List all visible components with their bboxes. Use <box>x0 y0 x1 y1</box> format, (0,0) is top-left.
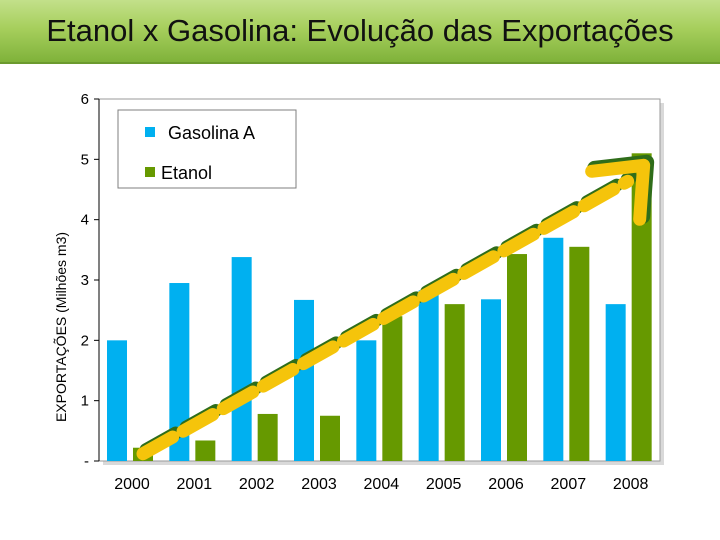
x-tick-label: 2008 <box>613 476 649 493</box>
legend-box <box>117 109 297 189</box>
axes-group: - 1 2 3 4 5 6 2000 2001 2002 2003 2004 2005 2006 2007 2… <box>81 91 649 493</box>
x-tick-label: 2005 <box>426 476 462 493</box>
trend-arrow <box>136 154 655 461</box>
legend-swatch <box>145 127 155 137</box>
bar-gasolina-a-2006 <box>481 299 501 461</box>
legend-label: Etanol <box>161 163 212 183</box>
bar-etanol-2004 <box>382 316 403 461</box>
bar-gasolina-a-2008 <box>605 304 626 461</box>
bar-etanol-2008 <box>631 153 652 462</box>
bar-gasolina-a-2000 <box>107 340 127 461</box>
y-tick-label: 4 <box>81 212 89 229</box>
trend-arrowhead <box>585 158 651 226</box>
export-chart: - 1 2 3 4 5 6 2000 2001 2002 2003 2004 2005 2006 2007 2… <box>53 91 664 493</box>
bar-etanol-2002 <box>257 413 278 461</box>
bar-gasolina-a-2004 <box>356 340 377 461</box>
y-tick-label: 2 <box>81 332 89 349</box>
bar-etanol-2003 <box>320 415 340 461</box>
legend-swatch <box>145 167 155 177</box>
legend-label: Gasolina A <box>168 123 255 143</box>
x-tick-label: 2004 <box>364 476 400 493</box>
x-tick-label: 2000 <box>114 476 150 493</box>
bar-etanol-2006 <box>507 254 527 461</box>
bar-gasolina-a-2003 <box>294 299 314 461</box>
bar-gasolina-a-2002 <box>231 257 252 461</box>
bar-etanol-2005 <box>444 304 465 461</box>
y-tick-label: 6 <box>81 91 89 108</box>
x-tick-label: 2001 <box>177 476 213 493</box>
y-tick-label: 3 <box>81 272 89 289</box>
bar-gasolina-a-2001 <box>169 283 190 461</box>
bar-gasolina-a-2005 <box>418 290 439 461</box>
page-title: Etanol x Gasolina: Evolução das Exportaç… <box>46 13 674 48</box>
x-tick-label: 2003 <box>301 476 337 493</box>
y-tick-label: 1 <box>81 393 89 410</box>
bar-etanol-2001 <box>195 440 216 461</box>
bar-gasolina-a-2007 <box>543 237 564 461</box>
y-axis-label: EXPORTAÇÕES (Milhões m3) <box>53 232 69 422</box>
x-tick-label: 2007 <box>551 476 587 493</box>
y-tick-label: - <box>84 453 89 470</box>
trend-line <box>136 174 635 461</box>
x-tick-label: 2006 <box>488 476 524 493</box>
legend: Gasolina A Etanol <box>117 109 297 189</box>
bar-etanol-2007 <box>569 246 590 461</box>
title-bar: Etanol x Gasolina: Evolução das Exportaç… <box>0 0 720 64</box>
y-tick-label: 5 <box>81 151 89 168</box>
x-tick-label: 2002 <box>239 476 275 493</box>
